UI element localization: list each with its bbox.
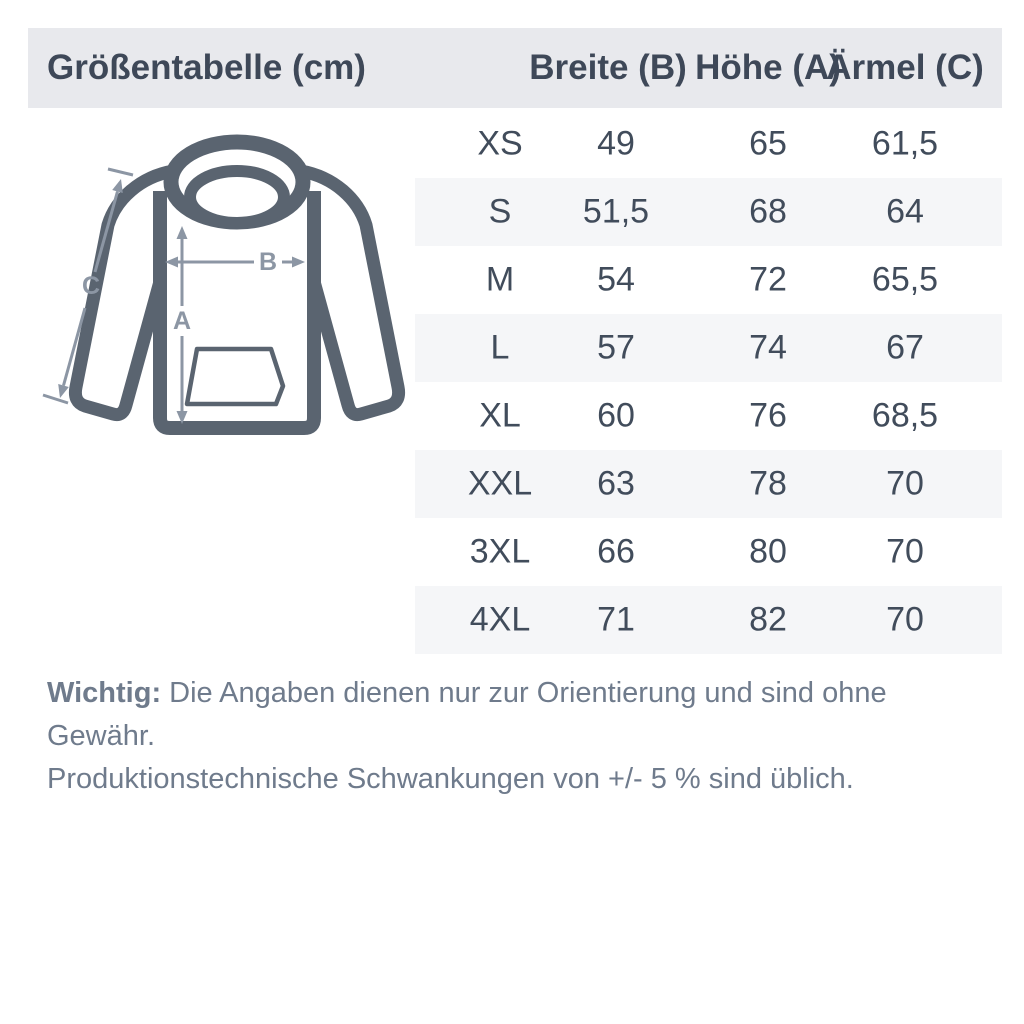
disclaimer-line1: Die Angaben dienen nur zur Orientierung … — [47, 677, 887, 752]
breite-value: 57 — [597, 328, 635, 367]
size-chart-header: Größentabelle (cm) Breite (B) Höhe (A) Ä… — [28, 28, 1002, 108]
column-header-hoehe: Höhe (A) — [695, 48, 841, 87]
aermel-value: 70 — [886, 600, 924, 639]
hoehe-value: 72 — [749, 260, 787, 299]
disclaimer-line2: Produktionstechnische Schwankungen von +… — [47, 763, 854, 795]
hood-inner-ring — [184, 165, 290, 229]
breite-value: 63 — [597, 464, 635, 503]
size-label: L — [490, 328, 510, 367]
size-label: XXL — [467, 464, 533, 503]
disclaimer-bold-label: Wichtig: — [47, 677, 162, 709]
breite-value: 51,5 — [582, 192, 650, 231]
aermel-value: 67 — [886, 328, 924, 367]
size-table: XS 49 65 61,5 S 51,5 68 64 M 54 72 65,5 … — [0, 110, 1024, 654]
size-label: XL — [479, 396, 521, 435]
table-row: XS 49 65 61,5 — [0, 110, 1024, 178]
column-header-breite: Breite (B) — [529, 48, 687, 87]
label-c: C — [82, 272, 100, 300]
table-row: 3XL 66 80 70 — [0, 518, 1024, 586]
hoehe-value: 65 — [749, 124, 787, 163]
column-header-aermel: Ärmel (C) — [826, 48, 984, 87]
size-label: 4XL — [469, 600, 531, 639]
size-label: M — [485, 260, 515, 299]
size-label: 3XL — [469, 532, 531, 571]
breite-value: 60 — [597, 396, 635, 435]
disclaimer-note: Wichtig: Die Angaben dienen nur zur Orie… — [47, 672, 997, 801]
aermel-value: 70 — [886, 532, 924, 571]
hoodie-left-sleeve — [68, 164, 175, 422]
size-label: XS — [477, 124, 523, 163]
label-b: B — [259, 248, 277, 276]
hoodie-right-sleeve — [299, 164, 406, 422]
table-row: S 51,5 68 64 — [0, 178, 1024, 246]
size-label: S — [488, 192, 512, 231]
breite-value: 66 — [597, 532, 635, 571]
table-row: M 54 72 65,5 — [0, 246, 1024, 314]
aermel-value: 64 — [886, 192, 924, 231]
measure-arrow-b — [165, 256, 305, 268]
hoehe-value: 76 — [749, 396, 787, 435]
table-row: XL 60 76 68,5 — [0, 382, 1024, 450]
hoodie-measurement-diagram: A B C — [28, 125, 408, 470]
table-row: 4XL 71 82 70 — [0, 586, 1024, 654]
table-row: L 57 74 67 — [0, 314, 1024, 382]
aermel-value: 70 — [886, 464, 924, 503]
label-a: A — [173, 307, 191, 335]
breite-value: 49 — [597, 124, 635, 163]
aermel-value: 68,5 — [871, 396, 939, 435]
breite-value: 71 — [597, 600, 635, 639]
aermel-value: 65,5 — [871, 260, 939, 299]
hoehe-value: 68 — [749, 192, 787, 231]
aermel-value: 61,5 — [871, 124, 939, 163]
hoehe-value: 82 — [749, 600, 787, 639]
table-row: XXL 63 78 70 — [0, 450, 1024, 518]
breite-value: 54 — [597, 260, 635, 299]
page-title: Größentabelle (cm) — [47, 48, 366, 87]
hoodie-pocket — [184, 346, 286, 407]
hoehe-value: 74 — [749, 328, 787, 367]
measure-arrow-a — [176, 226, 188, 424]
measure-arrow-c — [42, 167, 134, 405]
hoehe-value: 78 — [749, 464, 787, 503]
hoodie-icon: A B C — [42, 134, 406, 435]
hoehe-value: 80 — [749, 532, 787, 571]
